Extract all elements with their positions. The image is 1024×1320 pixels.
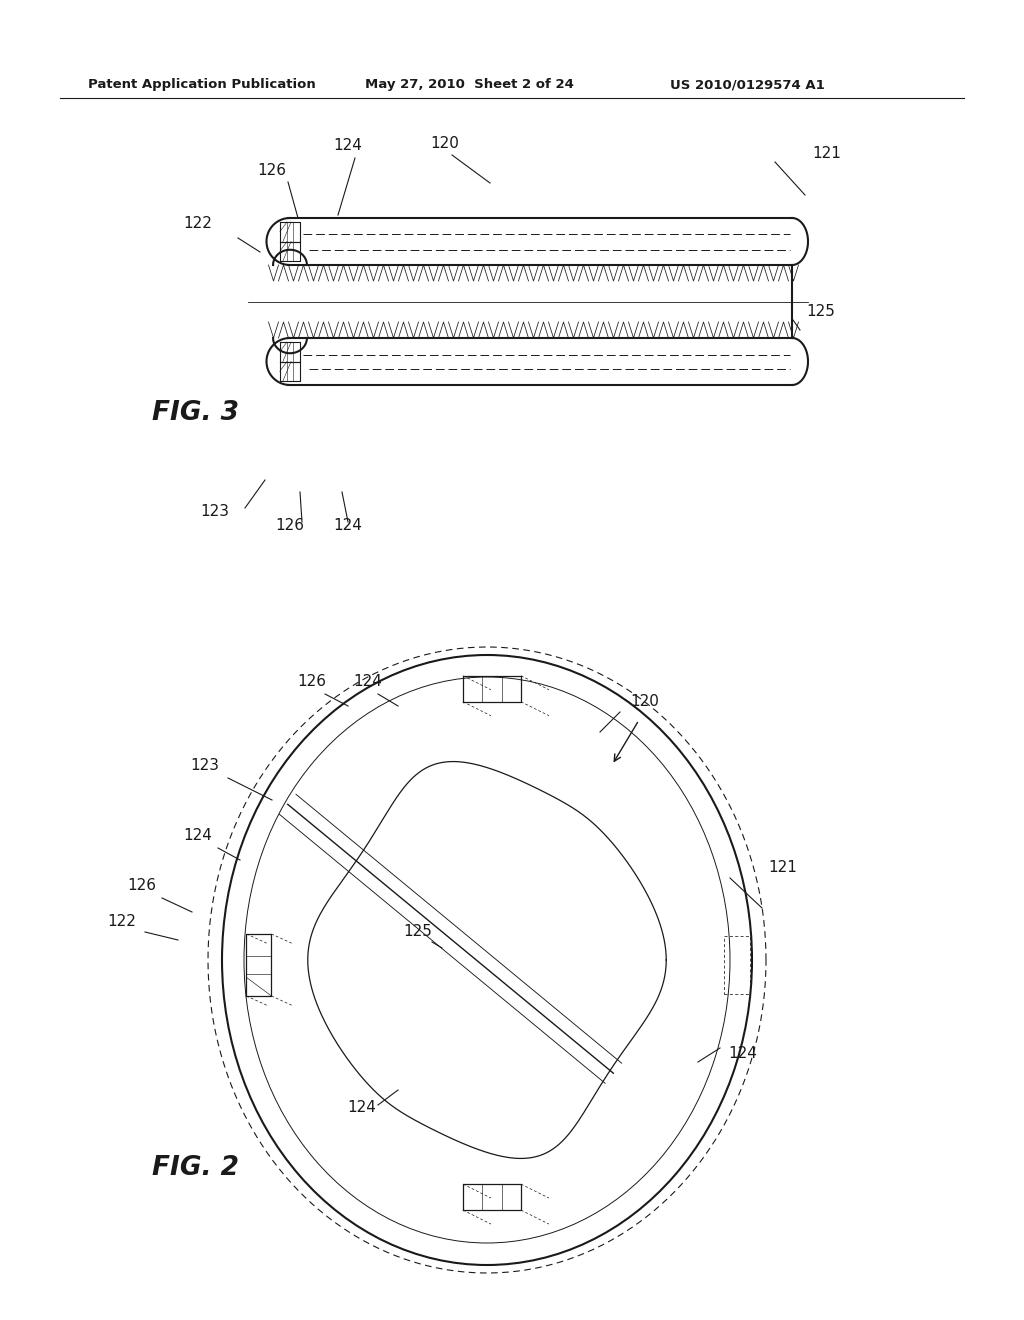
Text: 126: 126 (275, 517, 304, 533)
Text: 122: 122 (183, 216, 212, 231)
Text: 126: 126 (257, 162, 287, 178)
Text: 125: 125 (403, 924, 432, 939)
Text: May 27, 2010  Sheet 2 of 24: May 27, 2010 Sheet 2 of 24 (365, 78, 573, 91)
Text: 123: 123 (190, 758, 219, 774)
Text: FIG. 3: FIG. 3 (152, 400, 239, 426)
Text: 120: 120 (430, 136, 460, 150)
Text: US 2010/0129574 A1: US 2010/0129574 A1 (670, 78, 824, 91)
Text: 124: 124 (183, 828, 212, 843)
Text: 121: 121 (768, 861, 797, 875)
Text: FIG. 2: FIG. 2 (152, 1155, 239, 1181)
Text: 124: 124 (347, 1100, 377, 1115)
Text: 124: 124 (334, 139, 362, 153)
Text: 124: 124 (728, 1045, 757, 1061)
Text: 123: 123 (201, 504, 229, 519)
Text: 124: 124 (334, 517, 362, 533)
Text: 125: 125 (806, 304, 835, 319)
Text: 126: 126 (298, 675, 327, 689)
Text: 120: 120 (630, 694, 658, 709)
Text: 124: 124 (353, 675, 382, 689)
Text: Patent Application Publication: Patent Application Publication (88, 78, 315, 91)
Text: 121: 121 (812, 147, 841, 161)
Text: 126: 126 (128, 878, 157, 894)
Text: 122: 122 (108, 913, 136, 929)
